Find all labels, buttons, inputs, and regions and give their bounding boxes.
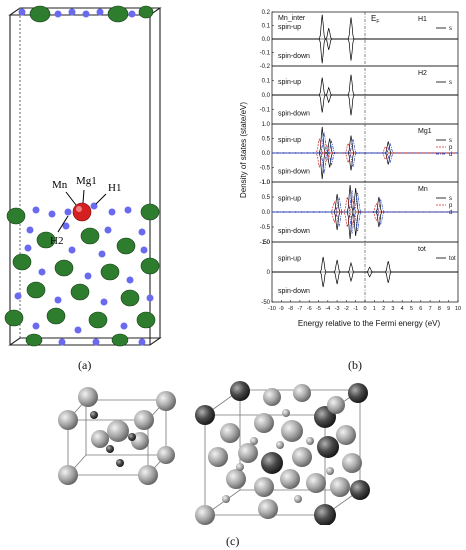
subplot-title: Mn_inter [278, 15, 306, 22]
x-tick-label: -6 [307, 306, 312, 312]
dos-chart: Density of states (state/eV) Energy rela… [239, 10, 461, 328]
x-tick-label: 9 [447, 306, 450, 312]
dos-curve-down [272, 38, 458, 64]
y-tick-label: 1.0 [262, 180, 271, 186]
y-tick-label: 0.5 [262, 195, 271, 201]
legend-entry: tot [449, 256, 456, 262]
x-tick-label: 4 [401, 306, 404, 312]
y-tick-label: -0.1 [260, 51, 271, 57]
y-tick-label: 0 [267, 270, 271, 276]
x-tick-label: 6 [419, 306, 422, 312]
x-tick-label: -7 [297, 306, 302, 312]
bottom-slab-atoms [4, 203, 160, 347]
caption-c: (c) [226, 534, 240, 548]
spin-down-label: spin-down [278, 168, 310, 175]
subplot-name: Mn [418, 186, 428, 193]
small-unit-cell [58, 387, 176, 485]
legend-entry: d [449, 210, 452, 216]
caption-b: (b) [348, 358, 362, 372]
x-tick-label: -2 [344, 306, 349, 312]
legend-entry: p [449, 203, 453, 209]
spin-down-label: spin-down [278, 53, 310, 60]
subplot-name: H2 [418, 70, 427, 77]
y-tick-label: -0.1 [260, 108, 271, 114]
spin-down-label: spin-down [278, 288, 310, 295]
x-tick-label: -1 [353, 306, 358, 312]
y-tick-label: 0.1 [262, 24, 271, 30]
dos-ylabel: Density of states (state/eV) [239, 102, 248, 198]
x-tick-label: -5 [316, 306, 321, 312]
panel-c [40, 375, 440, 526]
panel-a: Mn Mg1 H1 H2 [0, 0, 170, 375]
x-tick-label: 3 [391, 306, 394, 312]
cell-box [8, 7, 162, 346]
panel-b: Density of states (state/eV) Energy rela… [236, 0, 466, 375]
panel-c-structures [58, 381, 370, 526]
x-tick-label: -8 [288, 306, 293, 312]
x-tick-label: 10 [455, 306, 461, 312]
legend-entry: p [449, 145, 453, 151]
label-arrows [57, 189, 107, 233]
x-tick-label: -4 [325, 306, 330, 312]
legend-entry: s [449, 196, 452, 202]
y-tick-label: 1.0 [262, 122, 271, 128]
spin-down-label: spin-down [278, 110, 310, 117]
dos-curve-d [272, 211, 458, 234]
panel-a-structure: Mn Mg1 H1 H2 [4, 5, 162, 347]
label-h1: H1 [108, 182, 121, 194]
x-tick-label: -10 [268, 306, 276, 312]
spin-down-label: spin-down [278, 228, 310, 235]
label-mg1: Mg1 [76, 175, 97, 187]
y-tick-label: -1.0 [260, 240, 271, 246]
dos-curve-d [272, 152, 458, 174]
label-mn: Mn [52, 179, 68, 191]
y-tick-label: -50 [261, 300, 270, 306]
y-tick-label: 0.0 [262, 37, 271, 43]
x-tick-label: 2 [382, 306, 385, 312]
mn-impurity [64, 202, 98, 222]
y-tick-label: -0.5 [260, 225, 271, 231]
legend-entry: d [449, 152, 452, 158]
x-tick-label: 0 [363, 306, 366, 312]
subplot-name: Mg1 [418, 128, 432, 135]
spin-up-label: spin-up [278, 137, 301, 144]
y-tick-label: 0.0 [262, 210, 271, 216]
legend-entry: s [449, 26, 452, 32]
x-tick-label: -9 [279, 306, 284, 312]
dos-xlabel: Energy relative to the Fermi energy (eV) [298, 319, 441, 328]
y-tick-label: -0.5 [260, 166, 271, 172]
spin-up-label: spin-up [278, 79, 301, 86]
large-unit-cell [195, 381, 370, 526]
x-tick-label: 8 [438, 306, 441, 312]
y-tick-label: 0.1 [262, 79, 271, 85]
label-h2: H2 [50, 235, 63, 247]
spin-up-label: spin-up [278, 196, 301, 203]
y-tick-label: 0.0 [262, 93, 271, 99]
x-tick-label: -3 [335, 306, 340, 312]
y-tick-label: 50 [263, 240, 270, 246]
caption-a: (a) [78, 358, 92, 372]
dos-curve-down [272, 94, 458, 116]
y-tick-label: 0.2 [262, 10, 271, 16]
subplot-name: H1 [418, 16, 427, 23]
top-atoms [18, 5, 154, 23]
y-tick-label: -0.2 [260, 64, 271, 70]
fermi-sub: F [376, 19, 379, 25]
spin-up-label: spin-up [278, 256, 301, 263]
legend-entry: s [449, 80, 452, 86]
x-tick-label: 1 [373, 306, 376, 312]
x-tick-label: 7 [429, 306, 432, 312]
spin-up-label: spin-up [278, 24, 301, 31]
legend-entry: s [449, 138, 452, 144]
subplot-name: tot [418, 246, 426, 253]
x-tick-label: 5 [410, 306, 413, 312]
y-tick-label: 0.0 [262, 151, 271, 157]
y-tick-label: -1.0 [260, 180, 271, 186]
y-tick-label: 0.5 [262, 137, 271, 143]
fermi-label: EF [371, 14, 379, 25]
